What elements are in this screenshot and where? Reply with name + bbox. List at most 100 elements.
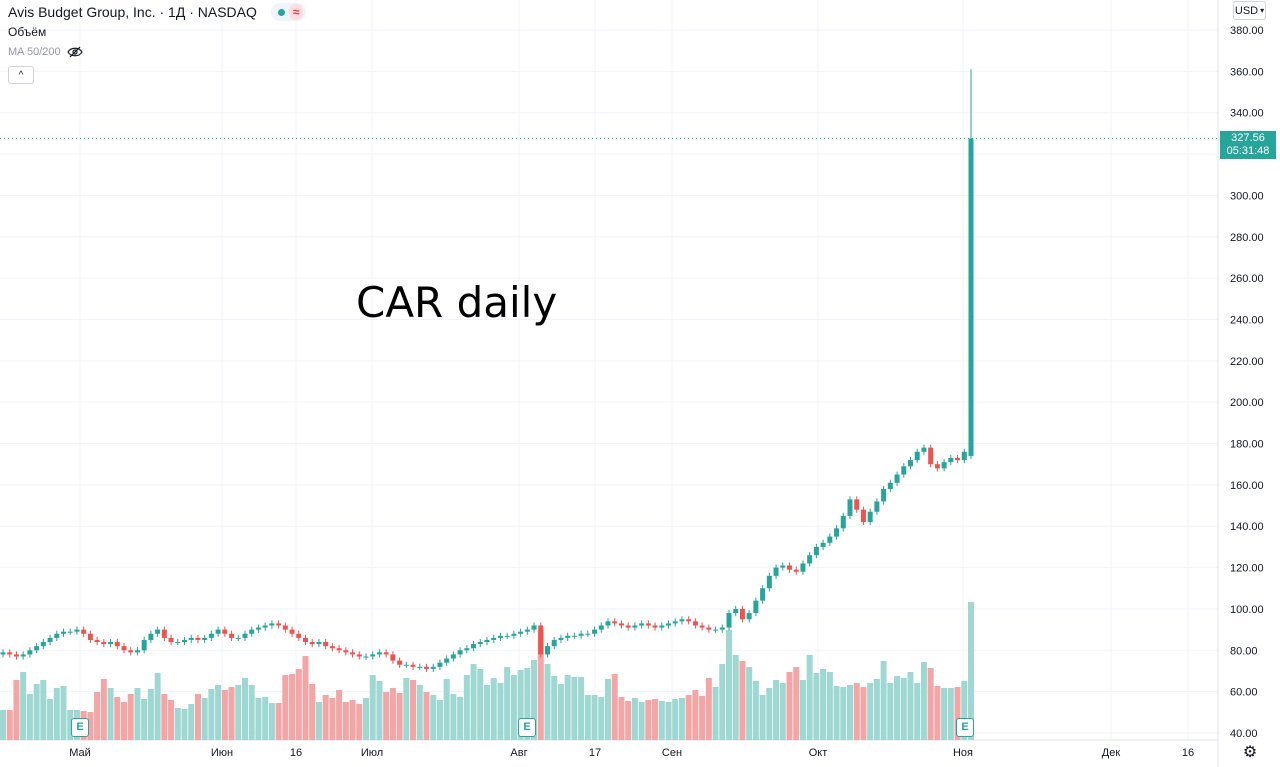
market-status-badge[interactable]: ≈ bbox=[270, 3, 307, 21]
volume-bar bbox=[853, 683, 860, 740]
candle-body bbox=[343, 650, 349, 653]
candle-body bbox=[827, 536, 833, 543]
volume-bar bbox=[114, 697, 121, 740]
chart-legend-header: Avis Budget Group, Inc. · 1Д · NASDAQ ≈ bbox=[8, 3, 307, 21]
y-axis-tick-label: 260.00 bbox=[1230, 273, 1264, 285]
x-axis-tick-label: Окт bbox=[809, 747, 828, 759]
candle-body bbox=[901, 466, 907, 475]
volume-bar bbox=[87, 712, 94, 740]
volume-bar bbox=[934, 686, 941, 740]
volume-bar bbox=[578, 677, 585, 740]
candle-body bbox=[531, 625, 537, 630]
candle-body bbox=[961, 451, 967, 461]
volume-bar bbox=[161, 694, 168, 740]
volume-bar bbox=[228, 687, 235, 740]
candle-body bbox=[195, 637, 201, 640]
candle-body bbox=[739, 608, 745, 620]
volume-bar bbox=[295, 669, 302, 740]
volume-bar bbox=[638, 702, 645, 740]
collapse-legend-button[interactable]: ^ bbox=[8, 66, 34, 84]
volume-bar bbox=[699, 696, 706, 740]
y-axis-tick-label: 60.00 bbox=[1230, 687, 1258, 699]
y-axis-tick-label: 140.00 bbox=[1230, 521, 1264, 533]
x-axis-tick-label: 16 bbox=[1182, 747, 1194, 759]
volume-bar bbox=[315, 702, 322, 740]
candle-body bbox=[101, 642, 107, 645]
symbol-title[interactable]: Avis Budget Group, Inc. · 1Д · NASDAQ bbox=[8, 4, 257, 20]
candle-body bbox=[545, 646, 550, 655]
volume-bar bbox=[826, 672, 833, 740]
market-open-dot-icon bbox=[277, 8, 285, 16]
candle-body bbox=[47, 637, 53, 643]
candle-body bbox=[255, 627, 261, 630]
candle-body bbox=[74, 629, 80, 632]
y-axis-tick-label: 180.00 bbox=[1230, 439, 1264, 451]
candle-body bbox=[215, 629, 221, 634]
candle-body bbox=[87, 633, 93, 640]
volume-bar bbox=[33, 684, 40, 740]
volume-bar bbox=[914, 683, 921, 740]
volume-bar bbox=[40, 680, 47, 740]
candle-body bbox=[363, 656, 369, 658]
candle-body bbox=[578, 633, 584, 636]
volume-bar bbox=[517, 670, 524, 740]
candle-body bbox=[356, 654, 362, 657]
volume-bar bbox=[242, 678, 248, 740]
volume-bar bbox=[383, 692, 390, 740]
candle-body bbox=[773, 567, 779, 576]
candle-body bbox=[753, 600, 759, 614]
candle-body bbox=[854, 499, 860, 510]
candle-body bbox=[161, 629, 167, 638]
earnings-marker[interactable]: E bbox=[518, 718, 536, 737]
candle-body bbox=[699, 625, 705, 628]
volume-bar bbox=[443, 679, 450, 740]
candle-body bbox=[296, 633, 302, 638]
volume-bar bbox=[215, 685, 222, 740]
currency-label: USD bbox=[1234, 4, 1259, 17]
volume-bar bbox=[894, 676, 901, 740]
candle-body bbox=[955, 458, 961, 461]
earnings-marker[interactable]: E bbox=[71, 718, 89, 737]
candle-body bbox=[94, 639, 100, 643]
candle-body bbox=[417, 666, 423, 668]
x-axis-tick-label: 17 bbox=[589, 747, 601, 759]
candle-body bbox=[941, 462, 947, 469]
currency-selector[interactable]: USD ▾ bbox=[1233, 1, 1266, 20]
candle-body bbox=[61, 631, 66, 634]
earnings-marker[interactable]: E bbox=[956, 718, 974, 737]
candle-body bbox=[860, 509, 866, 523]
y-axis-tick-label: 80.00 bbox=[1230, 645, 1258, 657]
candle-body bbox=[713, 629, 719, 631]
candle-body bbox=[518, 631, 524, 634]
ma-indicator-label[interactable]: MA 50/200 bbox=[8, 46, 83, 58]
volume-bar bbox=[201, 698, 208, 740]
volume-bar bbox=[490, 678, 497, 740]
volume-bar bbox=[968, 602, 974, 740]
candle-body bbox=[262, 625, 268, 628]
candle-body bbox=[733, 608, 739, 614]
hidden-eye-icon[interactable] bbox=[66, 46, 83, 58]
x-axis-tick-label: Авг bbox=[510, 747, 527, 759]
volume-bar bbox=[53, 688, 60, 740]
volume-bar bbox=[773, 680, 780, 740]
volume-bar bbox=[947, 688, 954, 740]
candle-body bbox=[108, 642, 114, 645]
candle-body bbox=[571, 635, 577, 637]
candle-body bbox=[410, 664, 416, 667]
candle-body bbox=[397, 660, 403, 665]
candle-body bbox=[565, 635, 571, 638]
candle-body bbox=[840, 515, 846, 529]
volume-bar bbox=[833, 686, 840, 740]
volume-indicator-label[interactable]: Объём bbox=[8, 25, 47, 39]
volume-bar bbox=[107, 688, 114, 740]
volume-bar bbox=[820, 669, 827, 740]
volume-bar bbox=[551, 676, 558, 740]
candle-body bbox=[148, 633, 154, 640]
candle-body bbox=[222, 629, 228, 634]
candle-body bbox=[766, 575, 772, 589]
gear-icon[interactable]: ⚙ bbox=[1242, 744, 1258, 761]
candle-body bbox=[934, 464, 940, 469]
volume-bar bbox=[141, 699, 148, 740]
volume-bar bbox=[336, 690, 343, 740]
